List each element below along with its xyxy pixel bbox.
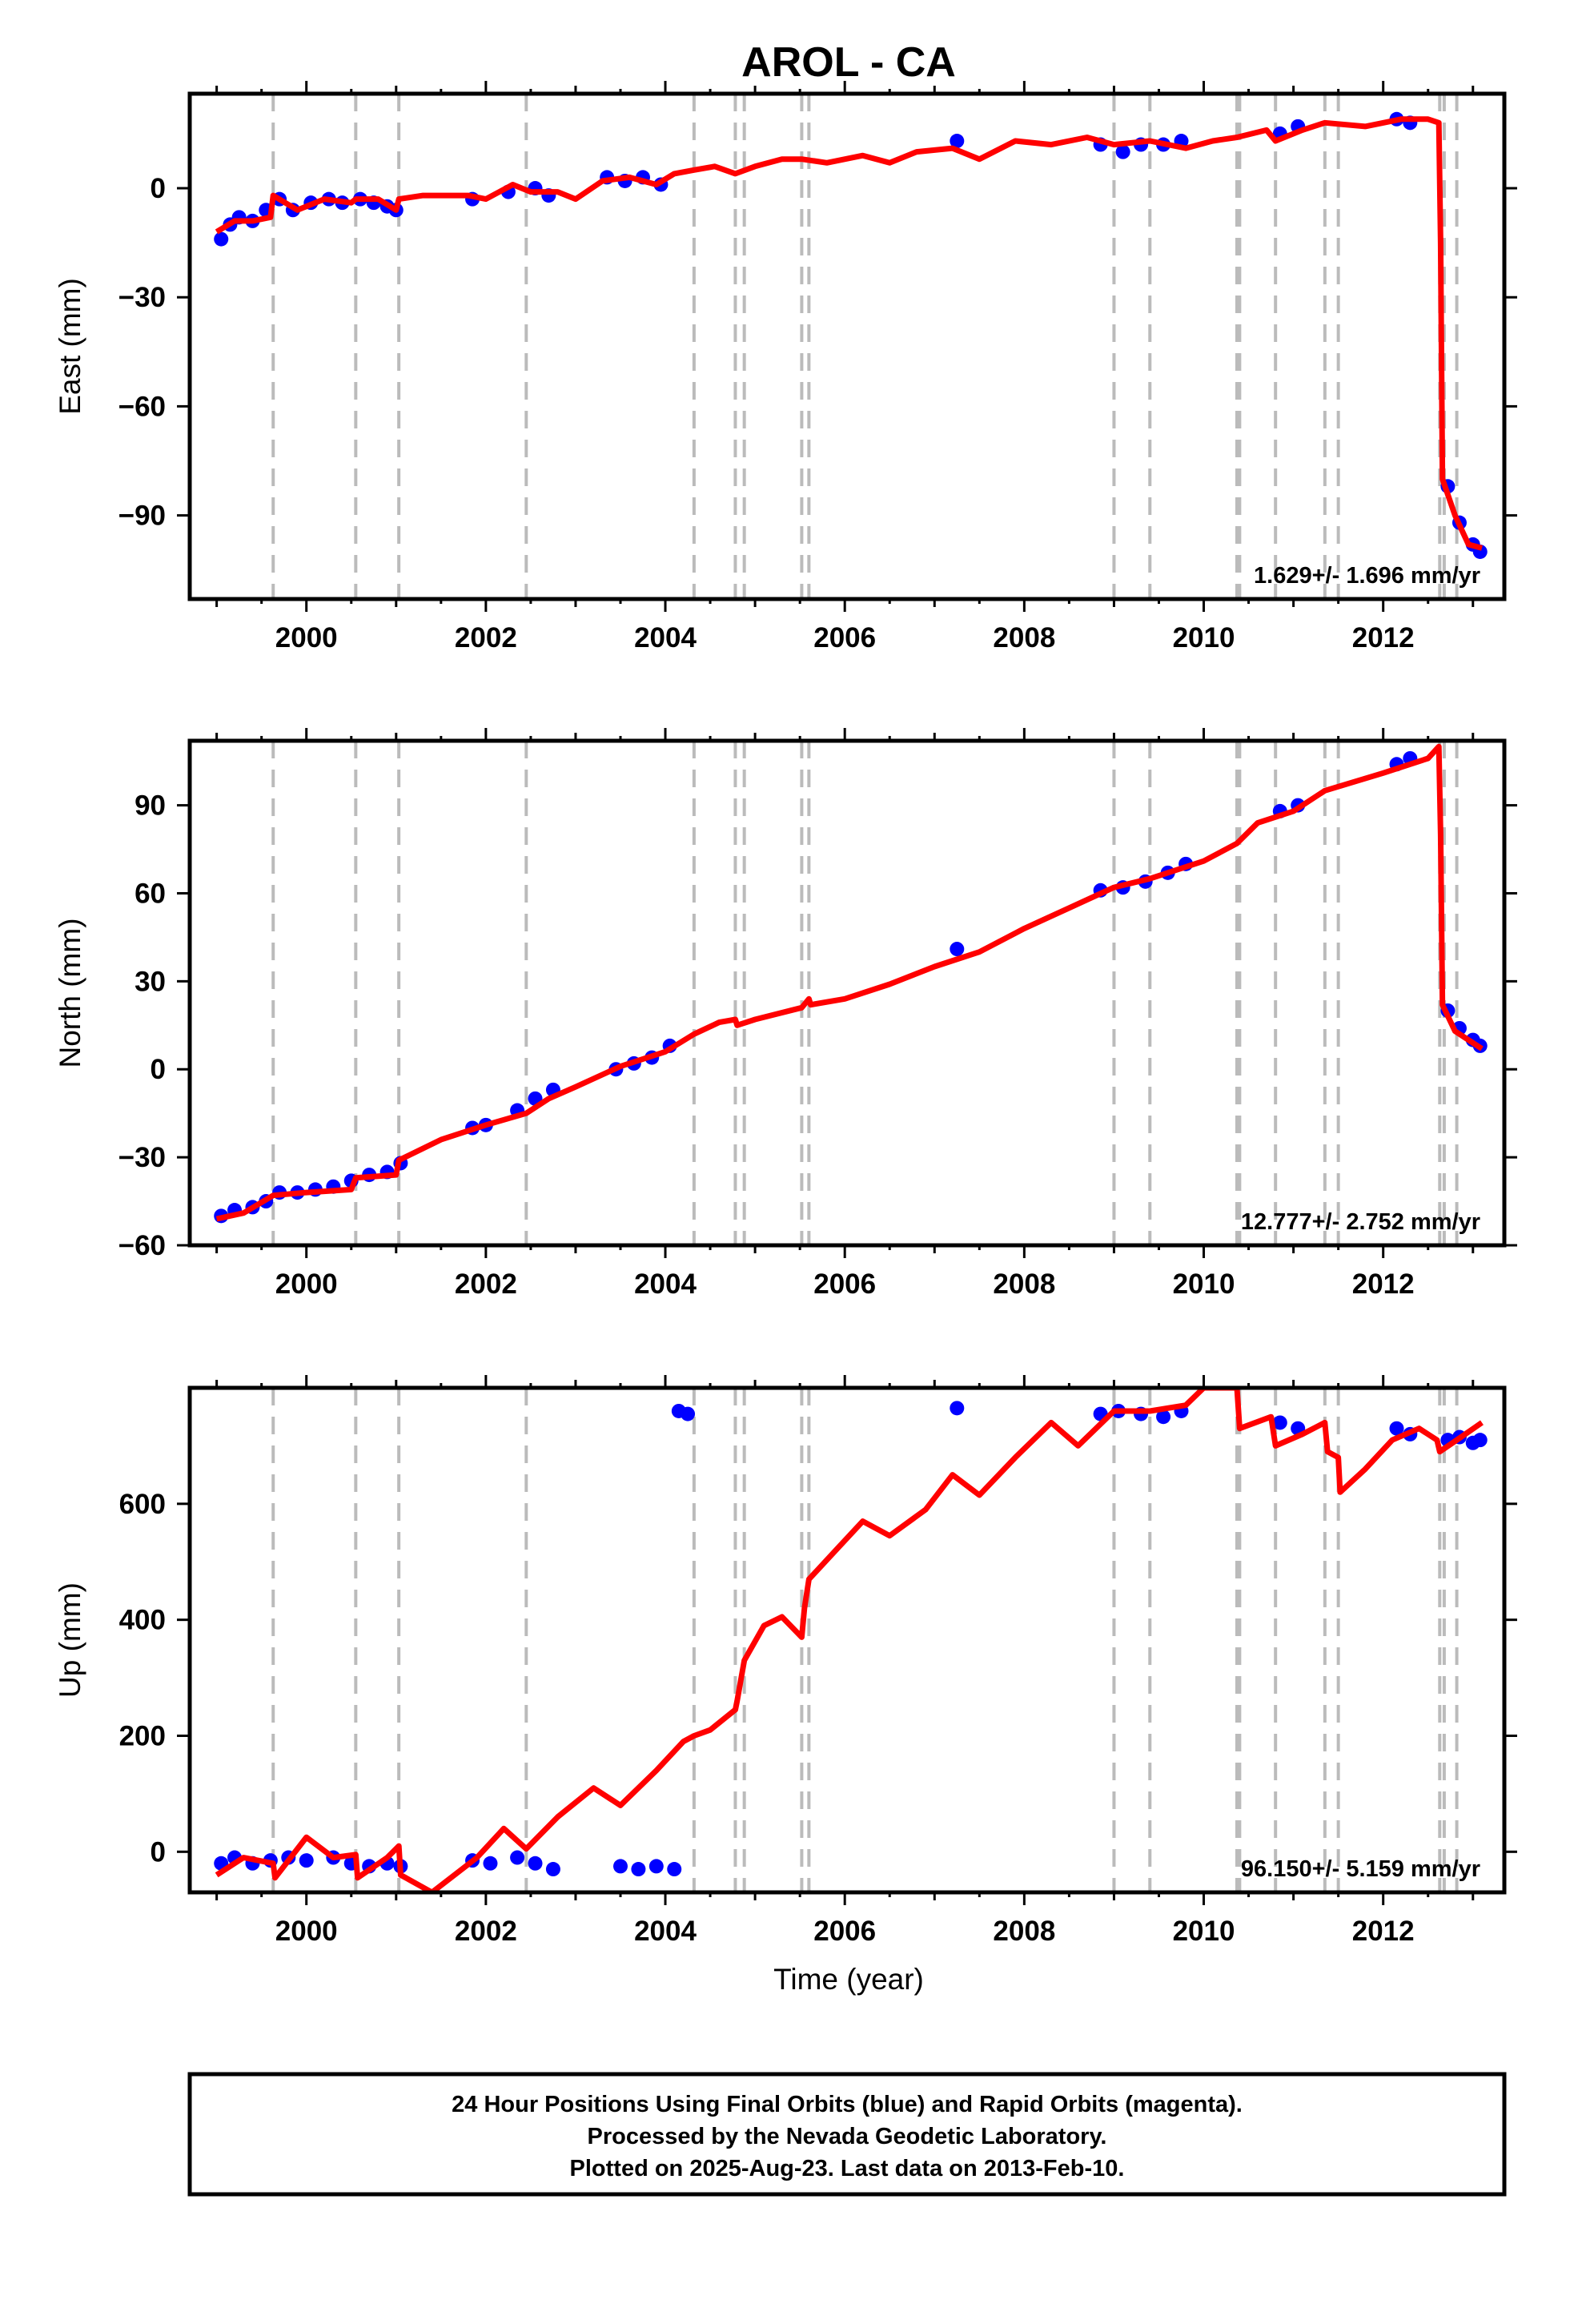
x-tick-label: 2004 xyxy=(634,1916,697,1947)
data-point xyxy=(667,1862,682,1877)
data-point xyxy=(1115,144,1130,159)
y-axis-label-north: North (mm) xyxy=(54,918,86,1068)
legend-note-line3: Plotted on 2025-Aug-23. Last data on 201… xyxy=(570,2156,1125,2181)
y-tick-label: 0 xyxy=(151,173,166,204)
data-point xyxy=(483,1856,498,1871)
model-fit-line-north xyxy=(215,743,1484,1222)
y-tick-label: 200 xyxy=(119,1720,166,1751)
data-point xyxy=(631,1862,646,1877)
y-tick-label: −60 xyxy=(118,391,166,422)
model-fit-line-up xyxy=(215,1388,1484,1892)
data-point xyxy=(510,1850,525,1865)
daily-positions-north xyxy=(214,750,1488,1224)
data-point xyxy=(1389,1421,1404,1436)
x-tick-label: 2004 xyxy=(634,1269,697,1300)
legend-note-line2: Processed by the Nevada Geodetic Laborat… xyxy=(588,2124,1107,2149)
data-point xyxy=(528,1856,543,1871)
x-tick-label: 2012 xyxy=(1352,1269,1415,1300)
y-tick-label: 30 xyxy=(135,966,166,997)
y-tick-label: −30 xyxy=(118,1142,166,1173)
data-point xyxy=(950,134,965,149)
panel-frame xyxy=(187,91,1507,601)
x-tick-label: 2010 xyxy=(1173,622,1235,653)
panel-up: 2000 2002 2004 2006 2008 2010 20126004002000Up… xyxy=(54,1375,1517,1947)
y-tick-label: 400 xyxy=(119,1605,166,1636)
y-axis-label-up: Up (mm) xyxy=(54,1582,86,1698)
y-axis-label-east: East (mm) xyxy=(54,278,86,415)
x-axis-label: Time (year) xyxy=(773,1963,924,1996)
legend-note-line1: 24 Hour Positions Using Final Orbits (bl… xyxy=(452,2092,1243,2117)
panel-north: 2000 2002 2004 2006 2008 2010 2012 90 60 30 0 −30 −6… xyxy=(54,728,1517,1300)
data-point xyxy=(681,1406,696,1421)
data-point xyxy=(1156,1409,1171,1425)
rate-annotation-up: 96.150+/- 5.159 mm/yr xyxy=(1241,1856,1480,1882)
x-tick-label: 2006 xyxy=(813,622,876,653)
x-tick-label: 2006 xyxy=(813,1916,876,1947)
data-point xyxy=(545,1862,560,1877)
x-tick-label: 2002 xyxy=(455,622,517,653)
legend-note: 24 Hour Positions Using Final Orbits (bl… xyxy=(187,2072,1507,2197)
y-tick-label: −90 xyxy=(118,501,166,532)
panel-frame xyxy=(187,738,1507,1248)
x-tick-label: 2002 xyxy=(455,1916,517,1947)
x-tick-label: 2000 xyxy=(275,1916,338,1947)
x-tick-label: 2004 xyxy=(634,622,697,653)
data-point xyxy=(299,1853,314,1868)
x-tick-label: 2002 xyxy=(455,1269,517,1300)
x-tick-label: 2008 xyxy=(993,622,1055,653)
x-tick-label: 2000 xyxy=(275,622,338,653)
chart-title: AROL - CA xyxy=(741,39,956,86)
x-tick-label: 2000 xyxy=(275,1269,338,1300)
data-point xyxy=(214,231,229,247)
y-tick-label: 60 xyxy=(135,878,166,909)
data-point xyxy=(648,1859,664,1874)
legend-note-frame xyxy=(187,2072,1507,2197)
x-tick-label: 2012 xyxy=(1352,622,1415,653)
x-tick-label: 2008 xyxy=(993,1916,1055,1947)
panel-frame xyxy=(187,1385,1507,1895)
data-point xyxy=(950,942,965,957)
data-point xyxy=(1272,1415,1287,1430)
y-tick-label: 0 xyxy=(151,1054,166,1085)
x-tick-label: 2010 xyxy=(1173,1916,1235,1947)
x-tick-label: 2006 xyxy=(813,1269,876,1300)
x-tick-label: 2010 xyxy=(1173,1269,1235,1300)
y-tick-label: 0 xyxy=(151,1836,166,1868)
y-tick-label: 90 xyxy=(135,790,166,822)
data-point xyxy=(1472,1433,1488,1448)
rate-annotation-north: 12.777+/- 2.752 mm/yr xyxy=(1241,1209,1480,1235)
x-tick-label: 2012 xyxy=(1352,1916,1415,1947)
daily-positions-up xyxy=(214,1401,1488,1877)
daily-positions-east xyxy=(214,111,1488,559)
y-tick-label: −60 xyxy=(118,1230,166,1261)
model-fit-line-east xyxy=(215,116,1483,551)
panels: 2000 2002 2004 2006 2008 2010 20120−30−60−90Ea… xyxy=(54,81,1517,1947)
y-tick-label: 600 xyxy=(119,1489,166,1520)
rate-annotation-east: 1.629+/- 1.696 mm/yr xyxy=(1254,563,1480,589)
data-point xyxy=(950,1401,965,1416)
y-tick-label: −30 xyxy=(118,282,166,313)
data-point xyxy=(612,1859,628,1874)
panel-east: 2000 2002 2004 2006 2008 2010 2012 0 −30 −60 −90 Ea… xyxy=(54,81,1517,653)
x-tick-label: 2008 xyxy=(993,1269,1055,1300)
